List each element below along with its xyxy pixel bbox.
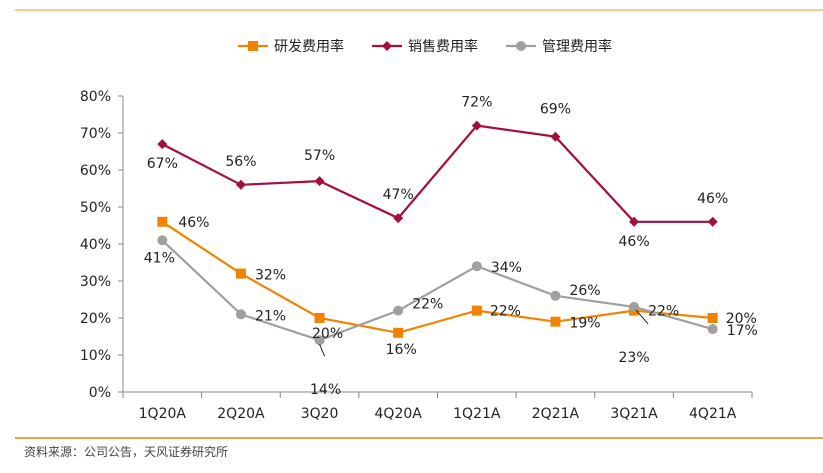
data-label: 26% [569,283,600,299]
x-tick-label: 2Q21A [532,406,580,422]
y-tick-label: 10% [80,348,111,364]
data-label: 67% [147,156,178,172]
x-tick-label: 2Q20A [217,406,265,422]
y-tick-label: 70% [80,126,111,142]
data-label: 32% [255,268,286,284]
data-point [471,120,482,131]
legend-marker [516,41,526,51]
data-label: 72% [461,95,492,111]
y-tick-label: 80% [80,89,111,105]
data-label: 20% [312,326,343,342]
data-point [235,309,246,320]
x-tick-label: 3Q20 [301,406,339,422]
data-point [393,327,404,338]
data-label: 22% [648,304,679,320]
data-label: 21% [255,308,286,324]
data-label: 69% [540,102,571,118]
data-label: 57% [304,148,335,164]
data-label: 16% [386,342,417,358]
data-point [314,176,325,187]
data-label: 41% [144,250,175,266]
data-point [707,324,718,335]
source-note: 资料来源：公司公告，天风证券研究所 [24,445,229,459]
y-tick-label: 0% [89,385,111,401]
series-line [161,220,713,334]
data-label: 46% [697,191,728,207]
top-rule [15,9,823,11]
data-point [471,305,482,316]
x-tick-label: 4Q20A [375,406,423,422]
leader-line [635,309,649,325]
bottom-rule [15,437,823,439]
data-label: 34% [491,260,522,276]
data-point [393,213,404,224]
data-label: 14% [310,382,341,398]
data-label: 22% [490,304,521,320]
data-point [314,335,325,346]
x-tick-label: 3Q21A [610,406,658,422]
data-label: 22% [412,297,443,313]
data-point [393,305,404,316]
data-point [629,216,640,227]
data-label: 56% [225,154,256,170]
y-tick-label: 40% [80,237,111,253]
data-point [707,216,718,227]
data-label: 23% [619,350,650,366]
data-point [629,301,640,312]
legend-marker [382,41,392,51]
data-point [235,268,246,279]
data-label: 46% [178,215,209,231]
y-tick-label: 50% [80,200,111,216]
legend-label: 销售费用率 [408,38,478,55]
x-tick-label: 4Q21A [689,406,737,422]
data-label: 20% [726,311,757,327]
data-point [550,131,561,142]
data-point [471,261,482,272]
x-tick-label: 1Q21A [453,406,501,422]
data-point [157,139,168,150]
data-point [235,179,246,190]
data-label: 17% [727,323,758,339]
data-point [157,216,168,227]
data-point [314,313,325,323]
series-line [161,239,713,342]
data-point [550,316,561,327]
series-line [161,124,713,223]
y-tick-label: 30% [80,274,111,290]
data-label: 46% [619,234,650,250]
y-tick-label: 60% [80,163,111,179]
legend-marker [248,41,258,51]
data-point [550,290,561,301]
x-tick-label: 1Q20A [139,406,187,422]
data-label: 47% [383,187,414,203]
leader-line [319,344,326,357]
data-label: 19% [569,316,600,332]
data-point [157,235,168,246]
legend-label: 研发费用率 [274,38,344,55]
y-tick-label: 20% [80,311,111,327]
legend-label: 管理费用率 [542,38,612,55]
data-point [707,313,718,323]
